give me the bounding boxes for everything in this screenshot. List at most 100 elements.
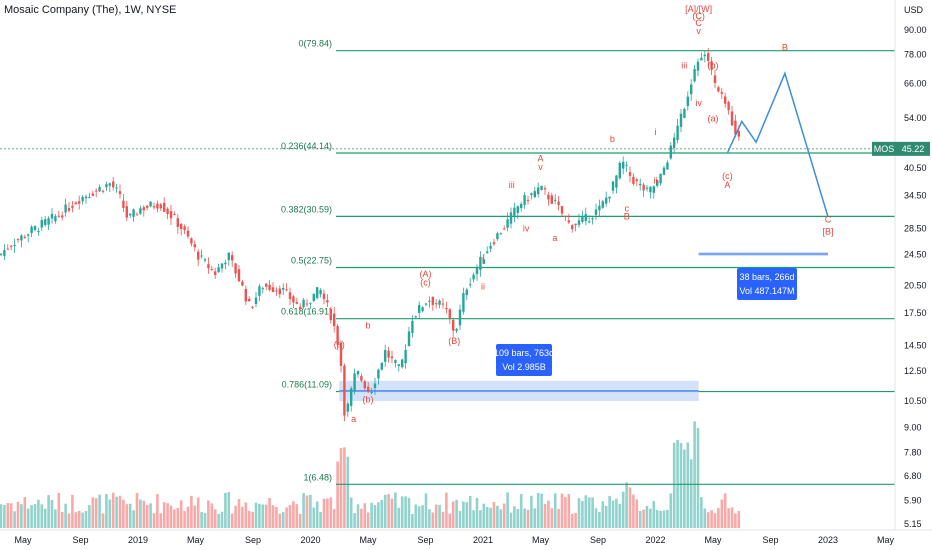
volume-bar — [54, 509, 57, 528]
volume-bar — [431, 512, 435, 528]
volume-bar — [326, 498, 329, 528]
candle-body — [404, 349, 407, 364]
candle-body — [520, 203, 523, 209]
time-tick-label: 2022 — [645, 535, 665, 545]
measure-ranges[interactable]: 109 bars, 763d Vol 2.985B 38 bars, 266d Vol… — [339, 251, 828, 401]
candle-body — [101, 190, 105, 192]
volume-bar — [47, 495, 50, 528]
candle-body — [312, 293, 315, 302]
volume-bar — [0, 504, 3, 528]
volume-bar — [84, 510, 88, 528]
candle-body — [84, 196, 88, 199]
candle-body — [125, 206, 128, 218]
volume-bar — [438, 504, 441, 528]
candle-body — [598, 205, 601, 211]
volume-bar — [224, 492, 227, 528]
volume-bar — [604, 505, 608, 528]
volume-bar — [271, 505, 275, 528]
candle-body — [622, 161, 625, 169]
candle-body — [265, 283, 268, 287]
candle-body — [268, 284, 271, 290]
price-tick-label: 9.00 — [904, 423, 922, 433]
volume-bar — [343, 447, 346, 528]
volume-bar — [139, 499, 142, 528]
candle-body — [611, 181, 615, 191]
candle-body — [540, 185, 543, 190]
candle-body — [465, 289, 468, 296]
volume-bar — [145, 504, 149, 528]
time-tick-label: May — [359, 535, 377, 545]
candle-body — [411, 320, 414, 333]
volume-bar — [557, 508, 560, 528]
volume-bar — [37, 499, 40, 528]
time-tick-label: Sep — [72, 535, 88, 545]
candle-body — [278, 288, 281, 295]
wave-label: C — [825, 215, 832, 225]
volume-bar — [26, 508, 30, 528]
volume-bar — [298, 513, 302, 528]
volume-bar — [598, 511, 601, 528]
candle-body — [645, 187, 649, 189]
volume-bar — [428, 509, 431, 528]
fib-label: 0.786(11.09) — [282, 380, 332, 390]
candle-body — [57, 215, 60, 217]
time-tick-label: Sep — [245, 535, 261, 545]
candle-body — [591, 218, 594, 220]
candle-body — [105, 184, 108, 188]
measure-info-volume: Vol 487.147M — [739, 286, 794, 296]
candle-body — [394, 359, 397, 364]
candle-body — [6, 248, 9, 250]
wave-label: A — [537, 154, 543, 164]
measure-info-bars: 38 bars, 266d — [739, 272, 794, 282]
candle-body — [499, 233, 502, 235]
candle-body — [350, 388, 353, 406]
candle-body — [707, 53, 710, 61]
volume-bar — [601, 501, 605, 528]
candle-body — [186, 230, 190, 237]
volume-bar — [581, 500, 584, 528]
candle-body — [407, 331, 411, 346]
wave-label: iii — [681, 61, 687, 71]
candle-body — [469, 284, 472, 286]
volume-bar — [353, 513, 356, 528]
candle-body — [642, 184, 645, 191]
candle-body — [275, 290, 278, 292]
time-axis[interactable]: May Sep 2019 May Sep 2020 May Sep 2021 May Sep 2022… — [0, 529, 932, 545]
volume-bar — [244, 502, 248, 528]
price-tick-label: 28.50 — [904, 224, 927, 234]
volume-bar — [98, 494, 101, 528]
candle-body — [142, 207, 145, 211]
volume-bar — [196, 497, 200, 528]
candle-body — [152, 206, 156, 208]
volume-bar — [67, 513, 71, 528]
candle-body — [387, 350, 390, 358]
candle-body — [333, 313, 336, 327]
volume-bar — [77, 510, 81, 528]
volume-bar — [628, 487, 632, 528]
candle-body — [472, 274, 475, 280]
candle-body — [571, 225, 574, 230]
time-tick-label: May — [877, 535, 895, 545]
candle-body — [234, 263, 237, 274]
volume-bar — [183, 511, 186, 528]
candle-body — [452, 319, 455, 331]
candle-body — [108, 183, 111, 186]
fib-levels: 0(79.84) 0.236(44.14) 0.382(30.59) 0.5(22.7… — [281, 39, 895, 485]
candle-body — [724, 96, 727, 104]
candle-body — [710, 61, 713, 70]
price-tick-label: 5.15 — [904, 519, 922, 529]
candle-body — [601, 201, 604, 208]
candle-body — [322, 293, 326, 300]
price-tick-label: 7.80 — [904, 447, 922, 457]
candle-body — [10, 245, 13, 247]
volume-bar — [492, 502, 496, 528]
volume-bar — [489, 507, 492, 528]
volume-bar — [727, 508, 730, 528]
volume-bar — [309, 494, 312, 528]
volume-bar — [523, 508, 526, 528]
price-axis[interactable]: USD 90.00 78.00 66.00 54.00 40.50 34.50 28.50 2… — [894, 0, 927, 530]
candle-body — [149, 201, 152, 207]
volume-bar — [346, 456, 350, 528]
